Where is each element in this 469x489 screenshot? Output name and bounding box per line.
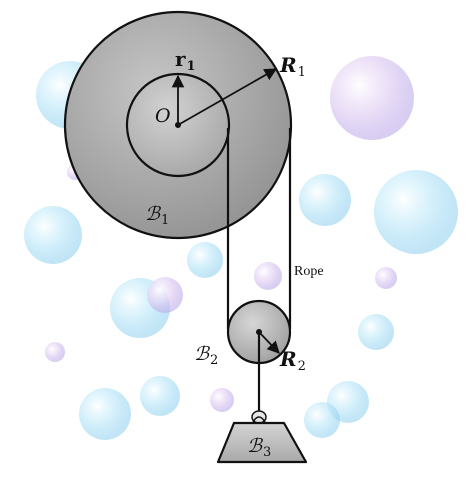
bubble <box>187 242 223 278</box>
bubble <box>375 267 397 289</box>
bubble <box>304 402 340 438</box>
block-b3 <box>216 421 308 464</box>
bubble <box>45 342 65 362</box>
bubble <box>24 206 82 264</box>
label-b1: ℬ1 <box>145 203 169 228</box>
label-b2: ℬ2 <box>194 343 218 368</box>
label-r1: r1 <box>175 47 196 74</box>
bubble <box>147 277 183 313</box>
bubble <box>210 388 234 412</box>
label-b3: ℬ3 <box>247 435 271 460</box>
label-rope: Rope <box>294 264 324 279</box>
bubble <box>330 56 414 140</box>
arrow-R2 <box>258 331 280 354</box>
background-bubbles <box>24 56 458 440</box>
bubble <box>254 262 282 290</box>
label-o: O <box>155 105 171 127</box>
arrow-R1 <box>177 68 278 126</box>
bubble <box>299 174 351 226</box>
bubble <box>374 170 458 254</box>
label-R1: R1 <box>279 53 306 80</box>
hook <box>251 410 267 424</box>
bubble <box>140 376 180 416</box>
label-R2: R2 <box>279 347 306 374</box>
bubble <box>79 388 131 440</box>
bubble <box>358 314 394 350</box>
